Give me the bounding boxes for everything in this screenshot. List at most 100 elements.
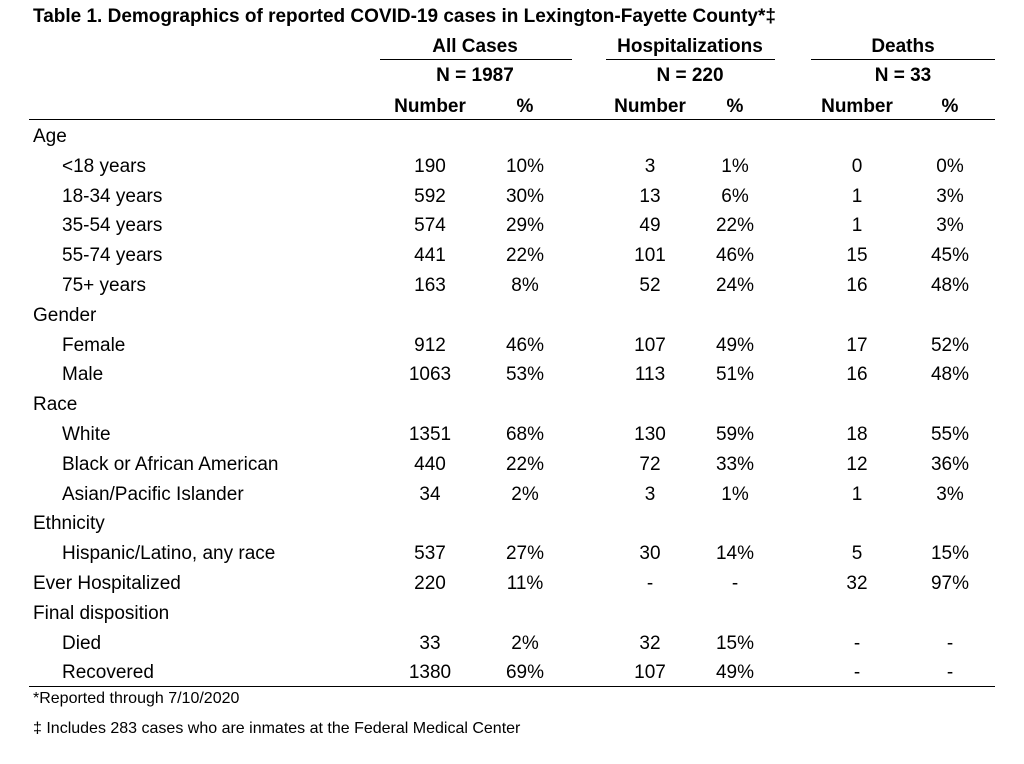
- table-cell: 49%: [715, 662, 755, 683]
- table-cell: 6%: [721, 186, 749, 207]
- table-cell: 537: [414, 543, 446, 564]
- table-cell: 1%: [721, 156, 749, 177]
- table-cell: 32: [846, 573, 868, 594]
- section-label: Final disposition: [33, 603, 170, 624]
- table-cell: 3%: [936, 215, 964, 236]
- table-cell: -: [853, 633, 861, 654]
- table-cell: 97%: [930, 573, 970, 594]
- table-cell: 49: [639, 215, 661, 236]
- group-rule-hospitalizations: [606, 59, 775, 60]
- table-cell: -: [853, 662, 861, 683]
- column-header-deaths-percent: %: [941, 96, 959, 117]
- section-label: Ever Hospitalized: [33, 573, 181, 594]
- table-cell: 8%: [511, 275, 539, 296]
- group-n-all-cases: N = 1987: [436, 65, 514, 86]
- table-cell: 72: [639, 454, 661, 475]
- table-cell: 2%: [511, 633, 539, 654]
- table-cell: 1: [851, 484, 863, 505]
- section-label: Gender: [33, 305, 97, 326]
- table-cell: 18: [846, 424, 868, 445]
- table-cell: 45%: [930, 245, 970, 266]
- table-cell: 1063: [408, 364, 452, 385]
- table-cell: 190: [414, 156, 446, 177]
- table-cell: 912: [414, 335, 446, 356]
- table-cell: 11%: [506, 573, 544, 594]
- table-cell: 16: [846, 275, 868, 296]
- group-header-hospitalizations: Hospitalizations: [617, 36, 763, 57]
- table-cell: 16: [846, 364, 868, 385]
- column-header-hospitalizations-percent: %: [726, 96, 744, 117]
- table-cell: 55%: [930, 424, 970, 445]
- group-header-all-cases: All Cases: [432, 36, 518, 57]
- table-cell: 33: [419, 633, 441, 654]
- table-cell: 53%: [505, 364, 545, 385]
- table-cell: 30: [639, 543, 661, 564]
- row-label: White: [62, 424, 111, 445]
- table-cell: 59%: [715, 424, 755, 445]
- row-label: <18 years: [62, 156, 146, 177]
- table-cell: 1: [851, 215, 863, 236]
- table-cell: 592: [414, 186, 446, 207]
- table-cell: 17: [846, 335, 868, 356]
- table-cell: 46%: [505, 335, 545, 356]
- row-label: Died: [62, 633, 102, 654]
- row-label: 18-34 years: [62, 186, 163, 207]
- row-label: 75+ years: [62, 275, 146, 296]
- table-cell: 52: [639, 275, 661, 296]
- section-label: Ethnicity: [33, 513, 105, 534]
- table-cell: 24%: [715, 275, 755, 296]
- table-cell: -: [646, 573, 654, 594]
- group-n-hospitalizations: N = 220: [656, 65, 724, 86]
- footnote-reported-date: *Reported through 7/10/2020: [33, 690, 240, 707]
- table-cell: 5: [851, 543, 863, 564]
- table-cell: 3%: [936, 484, 964, 505]
- table-cell: -: [731, 573, 739, 594]
- table-cell: 3: [644, 156, 656, 177]
- table-cell: -: [946, 662, 954, 683]
- table-cell: 1%: [721, 484, 749, 505]
- table-cell: 14%: [715, 543, 755, 564]
- group-header-deaths: Deaths: [871, 36, 935, 57]
- table-cell: 29%: [505, 215, 545, 236]
- group-n-deaths: N = 33: [874, 65, 932, 86]
- column-header-all-cases-number: Number: [394, 96, 466, 117]
- row-label: 55-74 years: [62, 245, 163, 266]
- table-cell: 22%: [505, 454, 545, 475]
- row-label: Hispanic/Latino, any race: [62, 543, 276, 564]
- table-cell: 34: [419, 484, 441, 505]
- section-label: Race: [33, 394, 78, 415]
- table-cell: 52%: [930, 335, 970, 356]
- table-cell: 130: [634, 424, 666, 445]
- table-cell: 2%: [511, 484, 539, 505]
- column-header-all-cases-percent: %: [516, 96, 534, 117]
- row-label: Recovered: [62, 662, 154, 683]
- table-cell: 15: [846, 245, 868, 266]
- row-label: Black or African American: [62, 454, 279, 475]
- table-cell: 22%: [505, 245, 545, 266]
- table-cell: 33%: [715, 454, 755, 475]
- table-cell: 27%: [505, 543, 545, 564]
- group-rule-all-cases: [380, 59, 572, 60]
- table-cell: 15%: [715, 633, 755, 654]
- group-rule-deaths: [811, 59, 995, 60]
- table-cell: 68%: [505, 424, 545, 445]
- table-cell: 574: [414, 215, 446, 236]
- row-label: Male: [62, 364, 104, 385]
- table-cell: 440: [414, 454, 446, 475]
- table-cell: 46%: [715, 245, 755, 266]
- table-cell: 12: [846, 454, 868, 475]
- table-cell: 1: [851, 186, 863, 207]
- table-cell: -: [946, 633, 954, 654]
- table-cell: 113: [634, 364, 666, 385]
- row-label: Asian/Pacific Islander: [62, 484, 244, 505]
- table-cell: 13: [639, 186, 661, 207]
- row-label: Female: [62, 335, 126, 356]
- table-cell: 51%: [715, 364, 755, 385]
- table-cell: 32: [639, 633, 661, 654]
- table-cell: 441: [414, 245, 446, 266]
- table-cell: 30%: [505, 186, 545, 207]
- table-title: Table 1. Demographics of reported COVID-…: [33, 6, 776, 27]
- table-bottom-rule: [29, 686, 995, 687]
- table-cell: 107: [634, 662, 666, 683]
- column-header-hospitalizations-number: Number: [614, 96, 686, 117]
